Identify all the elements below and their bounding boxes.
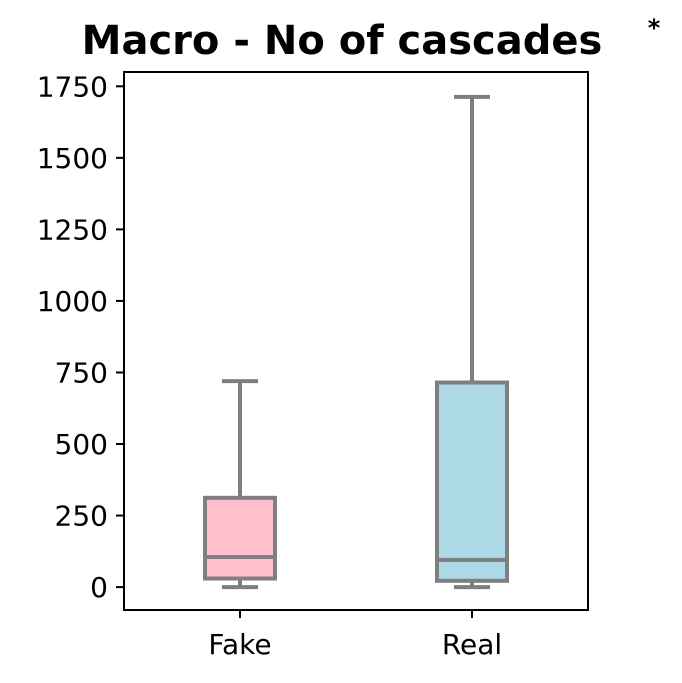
y-tick-label: 1500	[37, 142, 108, 175]
y-tick-label: 1000	[37, 285, 108, 318]
significance-marker: *	[648, 14, 661, 42]
y-tick-label: 1750	[37, 70, 108, 103]
axes-frame	[123, 71, 589, 611]
plot-area: 0 250 500 750 1000 1250 1500 1750 Fake Real	[37, 70, 589, 661]
y-tick-label: 250	[55, 500, 108, 533]
y-tick-label: 500	[55, 428, 108, 461]
y-tick-label: 1250	[37, 213, 108, 246]
x-tick-label: Fake	[208, 628, 271, 661]
fake-box	[203, 495, 277, 581]
x-tick-label: Real	[442, 628, 502, 661]
chart-title: Macro - No of cascades	[82, 18, 603, 64]
real-box	[435, 380, 509, 583]
y-tick-label: 750	[55, 356, 108, 389]
y-tick-label: 0	[90, 571, 108, 604]
